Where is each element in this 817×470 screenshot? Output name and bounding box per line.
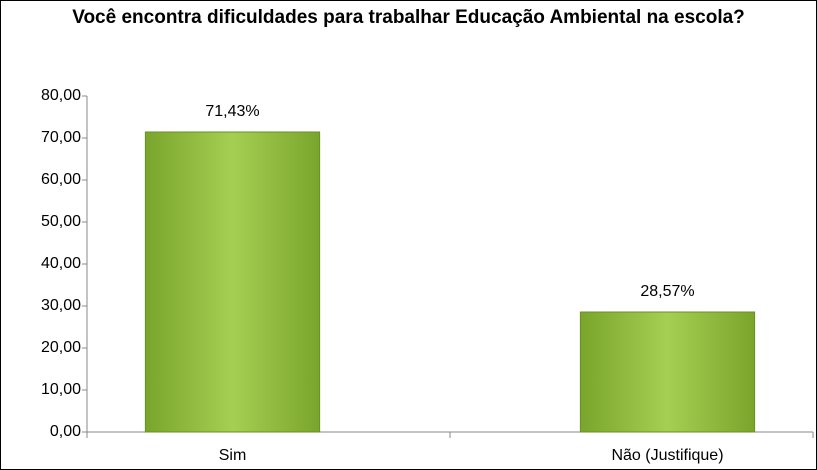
y-tick-label: 60,00	[41, 171, 81, 188]
y-tick-label: 80,00	[41, 87, 81, 104]
chart-title: Você encontra dificuldades para trabalha…	[72, 7, 745, 28]
data-label: 28,57%	[640, 283, 694, 300]
y-tick-label: 10,00	[41, 381, 81, 398]
data-label: 71,43%	[205, 103, 259, 120]
y-tick-label: 50,00	[41, 213, 81, 230]
bar	[579, 311, 756, 433]
y-tick-label: 0,00	[50, 423, 81, 440]
y-tick-label: 30,00	[41, 297, 81, 314]
y-tick-label: 70,00	[41, 129, 81, 146]
y-tick-label: 40,00	[41, 255, 81, 272]
x-tick-label: Sim	[219, 447, 247, 464]
y-tick-label: 20,00	[41, 339, 81, 356]
bar	[144, 131, 321, 433]
x-tick-label: Não (Justifique)	[611, 447, 723, 464]
